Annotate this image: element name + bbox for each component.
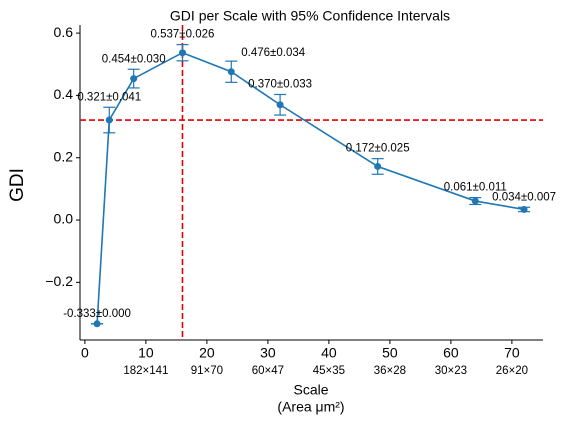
value-label: 0.476±0.034	[241, 47, 305, 59]
value-label: 0.034±0.007	[492, 191, 556, 203]
x-tick-label: 60	[443, 345, 459, 361]
area-tick-label: 45×35	[313, 365, 345, 377]
value-label: 0.537±0.026	[151, 29, 215, 41]
value-label: 0.172±0.025	[346, 143, 410, 155]
y-tick-label: 0.4	[54, 86, 74, 102]
value-label: 0.321±0.041	[77, 91, 141, 103]
y-tick-label: 0.0	[54, 211, 74, 227]
value-label: -0.333±0.000	[63, 308, 131, 320]
point	[520, 205, 528, 213]
area-tick-label: 26×20	[496, 365, 528, 377]
point	[105, 116, 113, 124]
value-label: 0.370±0.033	[248, 79, 312, 91]
point	[471, 197, 479, 205]
point	[178, 49, 186, 57]
area-tick-label: 91×70	[191, 365, 223, 377]
point	[93, 320, 101, 328]
chart-title: GDI per Scale with 95% Confidence Interv…	[170, 8, 450, 24]
point	[374, 162, 382, 170]
x-tick-label: 40	[321, 345, 337, 361]
y-tick-label: 0.2	[54, 148, 74, 164]
x-tick-label: 10	[138, 345, 154, 361]
y-tick-label: 0.6	[54, 24, 74, 40]
value-label: 0.061±0.011	[444, 182, 507, 194]
area-tick-label: 36×28	[374, 365, 406, 377]
x-tick-label: 20	[199, 345, 215, 361]
y-tick-label: −0.2	[45, 273, 73, 289]
point	[130, 75, 138, 83]
x-axis-label: Scale	[293, 382, 328, 398]
x-tick-label: 50	[382, 345, 398, 361]
area-tick-label: 30×23	[435, 365, 467, 377]
area-tick-label: 182×141	[123, 365, 168, 377]
point	[276, 101, 284, 109]
y-axis-label: GDI	[7, 168, 28, 202]
area-tick-label: 60×47	[252, 365, 284, 377]
point	[227, 68, 235, 76]
x-tick-label: 70	[504, 345, 520, 361]
value-label: 0.454±0.030	[102, 53, 166, 65]
x-tick-label: 30	[260, 345, 276, 361]
x-tick-label: 0	[81, 345, 89, 361]
x-axis-sublabel: (Area μm²)	[277, 399, 344, 415]
